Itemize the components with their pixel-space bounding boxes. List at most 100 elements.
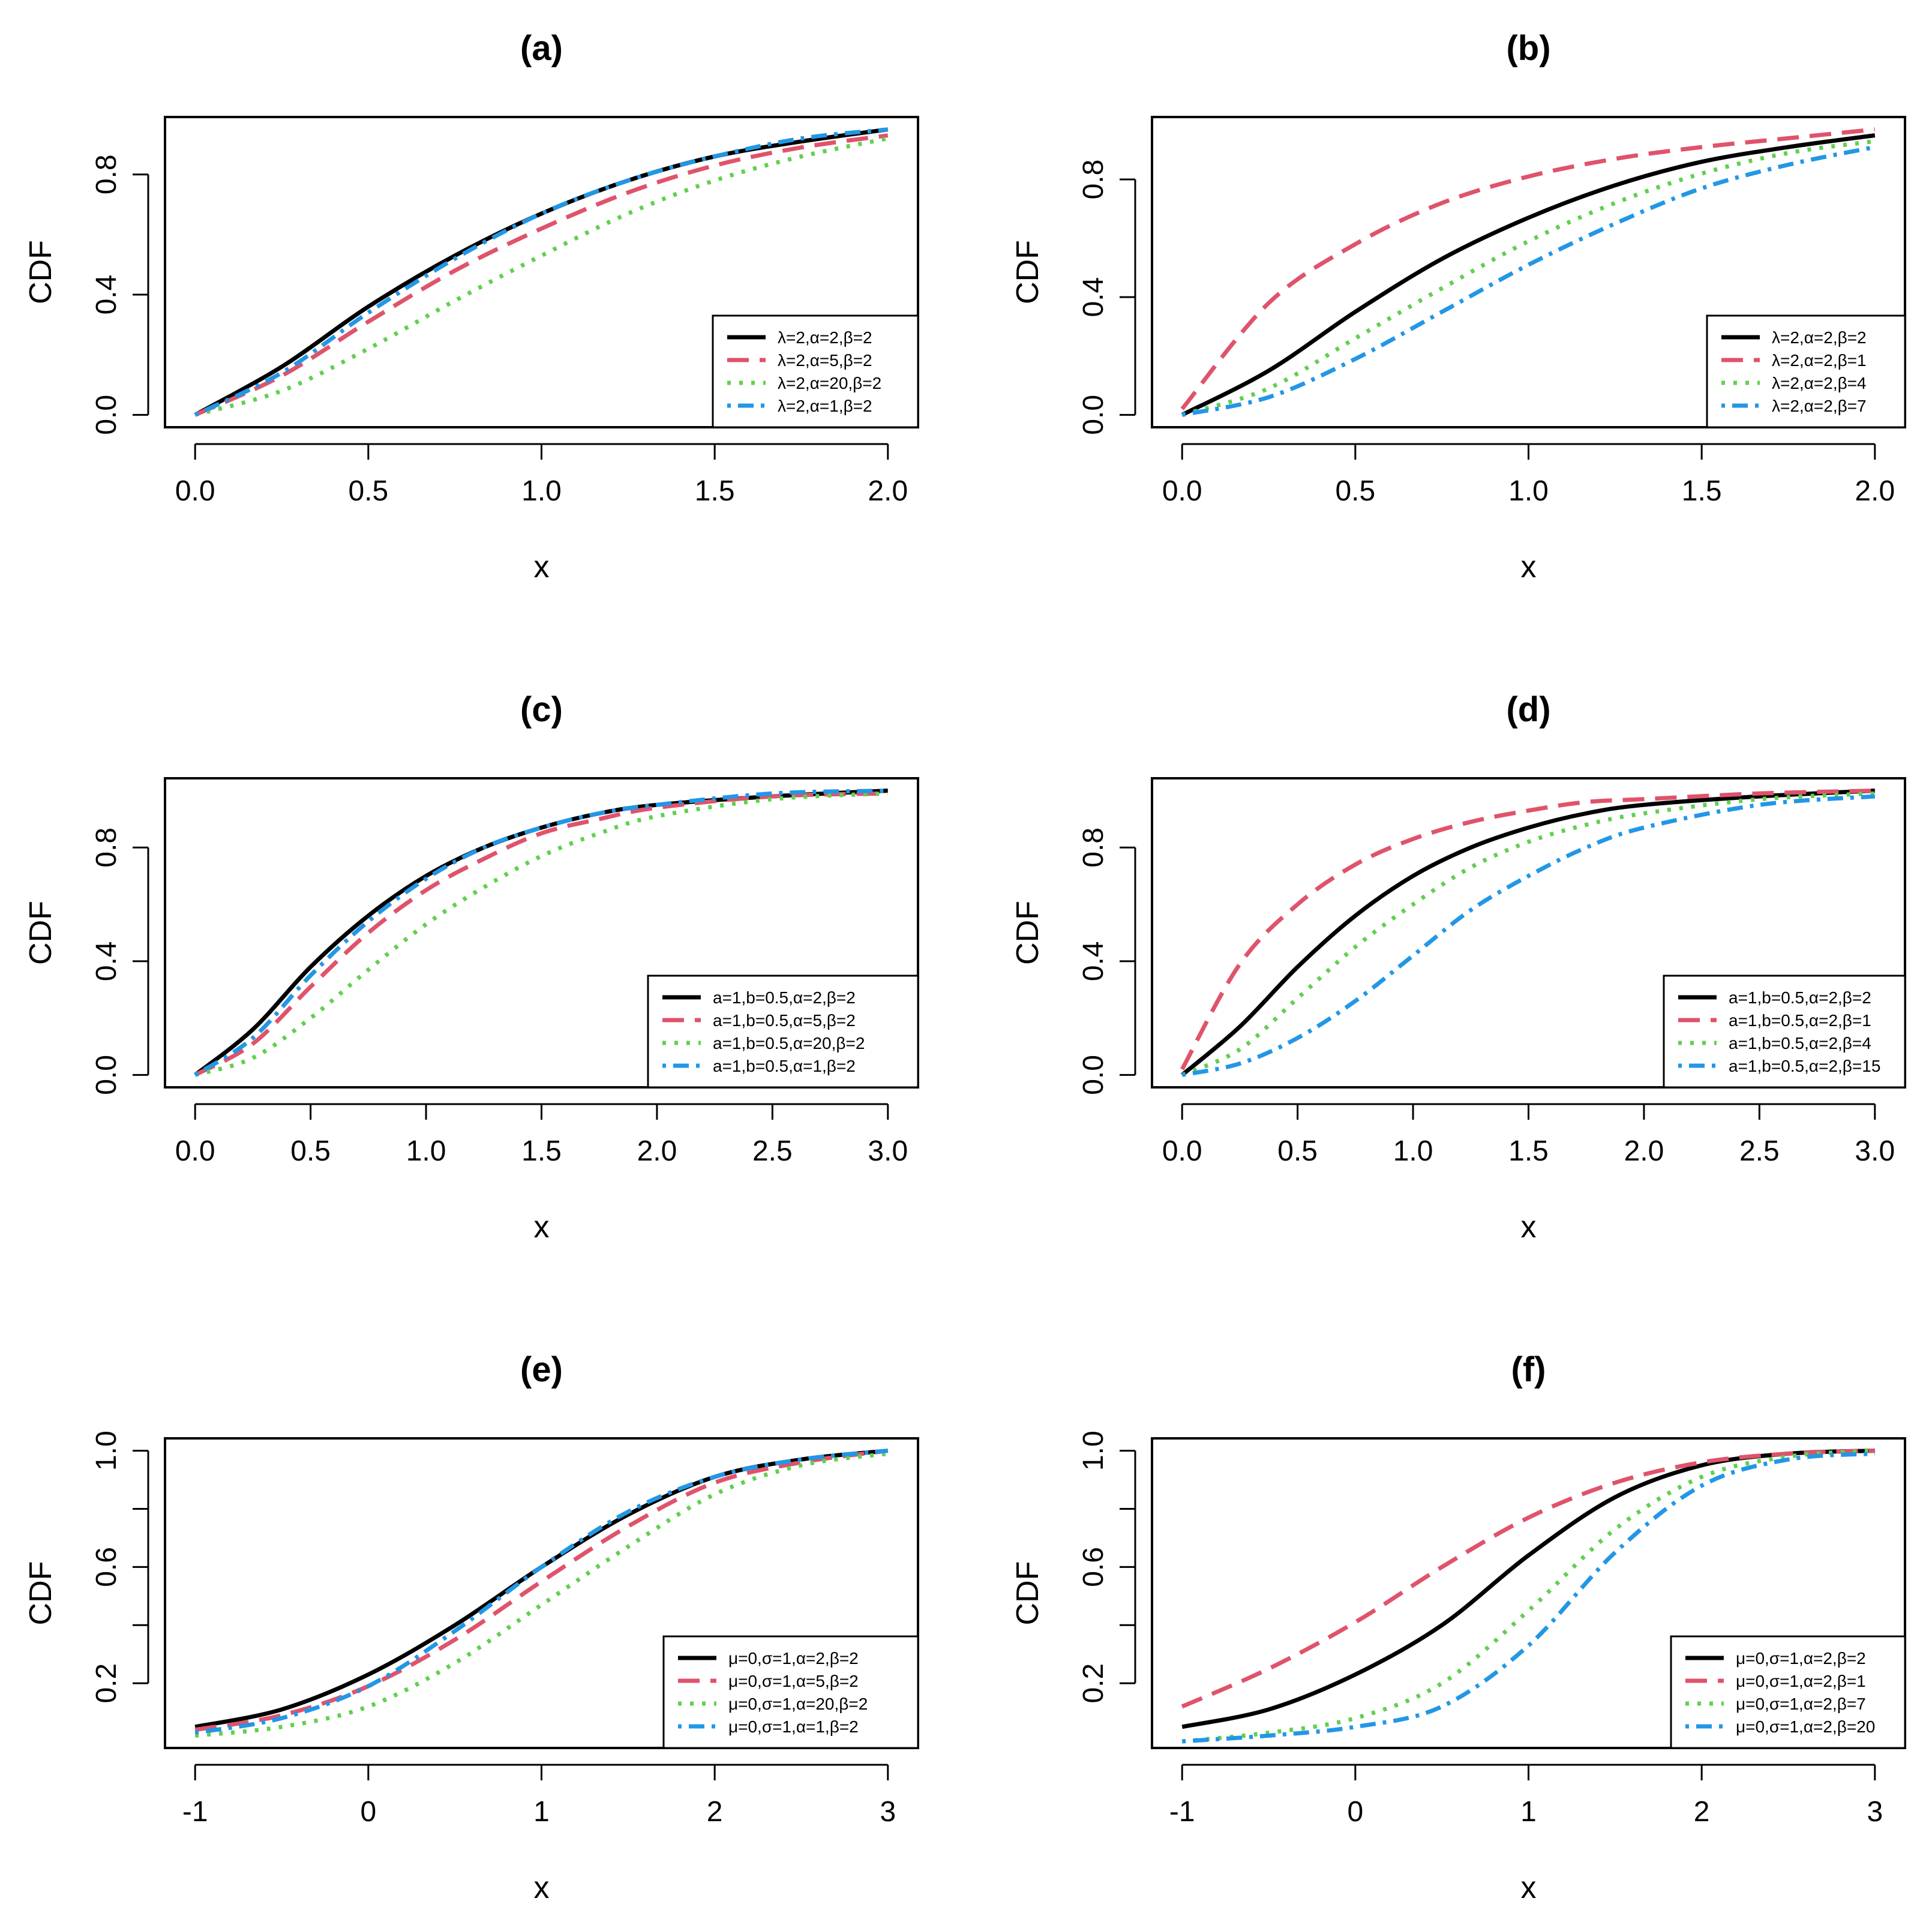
- x-tick-label: 1: [1520, 1796, 1537, 1828]
- legend-label: λ=2,α=2,β=1: [1772, 351, 1867, 370]
- x-tick-label: 2.0: [1624, 1135, 1664, 1167]
- x-tick-label: 1.0: [1393, 1135, 1433, 1167]
- series-line-4: [1181, 794, 1876, 1077]
- y-tick-label: 0.8: [1078, 160, 1109, 200]
- legend-label: μ=0,σ=1,α=1,β=2: [728, 1717, 859, 1736]
- panel-b: (b) 0.0 0.5 1.0 1.5 2.0 0.0 0.4 0.8 x CDF λ=2,α=2,β…: [1010, 29, 1906, 584]
- legend-label: λ=2,α=5,β=2: [778, 351, 872, 370]
- legend: μ=0,σ=1,α=2,β=2 μ=0,σ=1,α=2,β=1 μ=0,σ=1,α=…: [1670, 1635, 1906, 1749]
- x-tick-label: 0.0: [175, 475, 215, 507]
- x-tick-label: 3.0: [868, 1135, 908, 1167]
- y-axis: 0.0 0.4 0.8: [1078, 827, 1136, 1095]
- y-axis: 0.0 0.4 0.8: [91, 154, 149, 435]
- y-tick-label: 0.4: [1078, 941, 1109, 982]
- y-tick-label: 0.4: [91, 941, 122, 982]
- series-line-4: [1181, 145, 1876, 417]
- legend: a=1,b=0.5,α=2,β=2 a=1,b=0.5,α=2,β=1 a=1,b=…: [1663, 975, 1906, 1089]
- legend-label: μ=0,σ=1,α=2,β=1: [1736, 1672, 1866, 1690]
- panel-f: (f)-1 0 1 2 30.20.61.0xCDFμ=0,σ=1,α=2,β=2μ=0…: [1010, 1350, 1906, 1905]
- plot-frame: [164, 1437, 919, 1749]
- x-tick-label: 3: [1867, 1796, 1883, 1828]
- x-tick-label: 2: [1694, 1796, 1710, 1828]
- x-tick-label: 1.0: [406, 1135, 446, 1167]
- panel-title: (a): [520, 29, 563, 68]
- x-tick-label: 1.5: [1682, 475, 1722, 507]
- plot-frame: [164, 116, 919, 428]
- x-tick-label: 1: [533, 1796, 550, 1828]
- legend-label: λ=2,α=2,β=4: [1772, 374, 1867, 392]
- x-axis: 0.0 0.5 1.0 1.5 2.0: [1162, 443, 1895, 507]
- legend-label: λ=2,α=2,β=2: [778, 328, 872, 347]
- x-tick-label: 2.5: [752, 1135, 793, 1167]
- legend-label: μ=0,σ=1,α=2,β=20: [1736, 1717, 1875, 1736]
- x-tick-label: -1: [182, 1796, 208, 1828]
- y-tick-label: 0.0: [91, 395, 122, 435]
- legend-box: [1706, 314, 1906, 428]
- plot-frame: [1151, 777, 1906, 1089]
- x-tick-label: 2.0: [868, 475, 908, 507]
- panel-d: (d) 0.0 0.5 1.0 1.5 2.0 2.5 3.0 0.0 0.4 0.8 x CDF a=1…: [1010, 690, 1906, 1245]
- x-axis-label: x: [534, 1210, 550, 1245]
- legend-box: [662, 1635, 919, 1749]
- legend-label: a=1,b=0.5,α=5,β=2: [713, 1011, 856, 1030]
- x-tick-label: 2.0: [1855, 475, 1895, 507]
- plot-frame: [1151, 1437, 1906, 1749]
- legend-label: a=1,b=0.5,α=2,β=1: [1729, 1011, 1871, 1030]
- y-axis-label: CDF: [23, 1561, 58, 1626]
- y-tick-label: 0.0: [1078, 395, 1109, 435]
- x-tick-label: -1: [1169, 1796, 1195, 1828]
- y-axis: 0.2 0.6 1.0: [1078, 1431, 1136, 1704]
- series-line-4: [194, 788, 888, 1077]
- legend-label: a=1,b=0.5,α=20,β=2: [713, 1034, 865, 1053]
- panel-c: (c) 0.0 0.5 1.0 1.5 2.0 2.5 3.0 0.0 0.4 0.8 x CDF a=1…: [23, 690, 919, 1245]
- y-tick-label: 0.0: [91, 1055, 122, 1095]
- panel-title: (e): [520, 1350, 563, 1389]
- x-tick-label: 2.5: [1739, 1135, 1780, 1167]
- legend-label: a=1,b=0.5,α=1,β=2: [713, 1057, 856, 1075]
- legend-label: μ=0,σ=1,α=20,β=2: [728, 1695, 868, 1713]
- y-tick-label: 0.8: [91, 827, 122, 868]
- legend: λ=2,α=2,β=2 λ=2,α=5,β=2 λ=2,α=20,β=2 λ=2,α=…: [712, 314, 919, 428]
- legend-label: λ=2,α=20,β=2: [778, 374, 881, 392]
- y-tick-label: 0.2: [91, 1663, 122, 1704]
- series-line-2: [1180, 127, 1876, 410]
- x-tick-label: 1.5: [695, 475, 735, 507]
- legend: a=1,b=0.5,α=2,β=2 a=1,b=0.5,α=5,β=2 a=1,b=…: [647, 975, 919, 1089]
- x-tick-label: 1.0: [1508, 475, 1549, 507]
- y-axis-label: CDF: [23, 240, 58, 304]
- legend: λ=2,α=2,β=2 λ=2,α=2,β=1 λ=2,α=2,β=4 λ=2,α=2…: [1706, 314, 1906, 428]
- y-tick-label: 1.0: [1078, 1431, 1109, 1471]
- x-tick-label: 1.0: [521, 475, 562, 507]
- x-axis-label: x: [1521, 550, 1537, 584]
- y-tick-label: 0.4: [1078, 277, 1109, 317]
- legend-label: μ=0,σ=1,α=2,β=2: [728, 1649, 859, 1668]
- legend-label: μ=0,σ=1,α=2,β=7: [1736, 1695, 1866, 1713]
- panel-title: (f): [1511, 1350, 1546, 1389]
- series-line-2: [194, 791, 888, 1077]
- series-line-3: [1181, 791, 1875, 1077]
- y-tick-label: 1.0: [91, 1431, 122, 1471]
- x-axis: -1 0 1 2 3: [182, 1764, 896, 1828]
- x-axis: 0.0 0.5 1.0 1.5 2.0: [175, 443, 908, 507]
- x-axis: 0.0 0.5 1.0 1.5 2.0 2.5 3.0: [175, 1103, 908, 1167]
- legend-label: λ=2,α=1,β=2: [778, 397, 872, 415]
- x-axis-label: x: [534, 550, 550, 584]
- x-tick-label: 1.5: [521, 1135, 562, 1167]
- y-tick-label: 0.8: [1078, 827, 1109, 868]
- y-axis: 0.0 0.4 0.8: [1078, 160, 1136, 435]
- series-line-1: [1180, 788, 1875, 1077]
- x-tick-label: 0: [1347, 1796, 1363, 1828]
- x-axis-label: x: [1521, 1210, 1537, 1245]
- series-line-4: [1181, 1452, 1876, 1744]
- y-tick-label: 0.6: [91, 1547, 122, 1587]
- x-tick-label: 0.0: [1162, 1135, 1202, 1167]
- series-line-2: [194, 133, 889, 417]
- legend-box: [647, 975, 919, 1089]
- legend-label: λ=2,α=2,β=7: [1772, 397, 1867, 415]
- legend-box: [1670, 1635, 1906, 1749]
- legend-box: [712, 314, 919, 428]
- legend-label: μ=0,σ=1,α=5,β=2: [728, 1672, 859, 1690]
- y-axis-label: CDF: [1010, 240, 1045, 304]
- x-tick-label: 1.5: [1508, 1135, 1549, 1167]
